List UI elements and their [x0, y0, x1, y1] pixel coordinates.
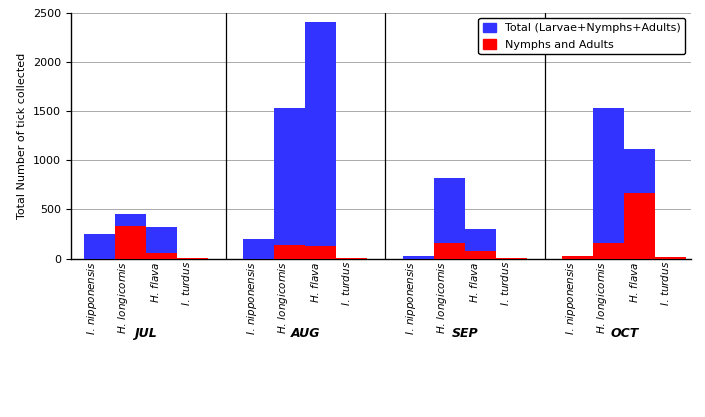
Bar: [115, 226, 146, 259]
Text: AUG: AUG: [290, 327, 320, 340]
Legend: Total (Larvae+Nymphs+Adults), Nymphs and Adults: Total (Larvae+Nymphs+Adults), Nymphs and…: [479, 18, 685, 54]
Bar: [563, 256, 594, 259]
Bar: [84, 234, 115, 259]
Bar: [243, 239, 274, 259]
Bar: [146, 253, 177, 259]
Bar: [625, 149, 656, 259]
Text: OCT: OCT: [611, 327, 639, 340]
Bar: [305, 23, 336, 259]
Bar: [434, 243, 465, 259]
Text: $\it{I.\,nipponensis}$: $\it{I.\,nipponensis}$: [245, 261, 259, 335]
Bar: [594, 108, 625, 259]
Text: $\it{I.\,turdus}$: $\it{I.\,turdus}$: [340, 261, 352, 306]
Bar: [465, 251, 496, 259]
Text: $\it{I.\,turdus}$: $\it{I.\,turdus}$: [499, 261, 511, 306]
Text: $\it{I.\,turdus}$: $\it{I.\,turdus}$: [180, 261, 192, 306]
Text: JUL: JUL: [135, 327, 157, 340]
Bar: [465, 229, 496, 259]
Text: $\it{I.\,nipponensis}$: $\it{I.\,nipponensis}$: [405, 261, 418, 335]
Bar: [274, 245, 305, 259]
Bar: [403, 256, 434, 259]
Text: $\it{H.\,longicornis}$: $\it{H.\,longicornis}$: [595, 261, 609, 334]
Bar: [336, 258, 367, 259]
Text: $\it{I.\,nipponensis}$: $\it{I.\,nipponensis}$: [564, 261, 578, 335]
Bar: [656, 257, 687, 259]
Bar: [594, 243, 625, 259]
Bar: [274, 108, 305, 259]
Bar: [305, 246, 336, 259]
Bar: [146, 227, 177, 259]
Text: $\it{H.\,flava}$: $\it{H.\,flava}$: [628, 261, 640, 302]
Text: SEP: SEP: [452, 327, 478, 340]
Bar: [625, 193, 656, 259]
Text: $\it{I.\,nipponensis}$: $\it{I.\,nipponensis}$: [85, 261, 99, 335]
Bar: [434, 178, 465, 259]
Text: $\it{H.\,longicornis}$: $\it{H.\,longicornis}$: [436, 261, 449, 334]
Y-axis label: Total Number of tick collected: Total Number of tick collected: [17, 53, 27, 219]
Bar: [563, 256, 594, 259]
Text: $\it{I.\,turdus}$: $\it{I.\,turdus}$: [659, 261, 671, 306]
Text: $\it{H.\,longicornis}$: $\it{H.\,longicornis}$: [276, 261, 290, 334]
Text: $\it{H.\,flava}$: $\it{H.\,flava}$: [149, 261, 161, 302]
Bar: [336, 258, 367, 259]
Text: $\it{H.\,flava}$: $\it{H.\,flava}$: [468, 261, 480, 302]
Bar: [656, 257, 687, 259]
Text: $\it{H.\,flava}$: $\it{H.\,flava}$: [309, 261, 321, 302]
Bar: [115, 214, 146, 259]
Text: $\it{H.\,longicornis}$: $\it{H.\,longicornis}$: [116, 261, 130, 334]
